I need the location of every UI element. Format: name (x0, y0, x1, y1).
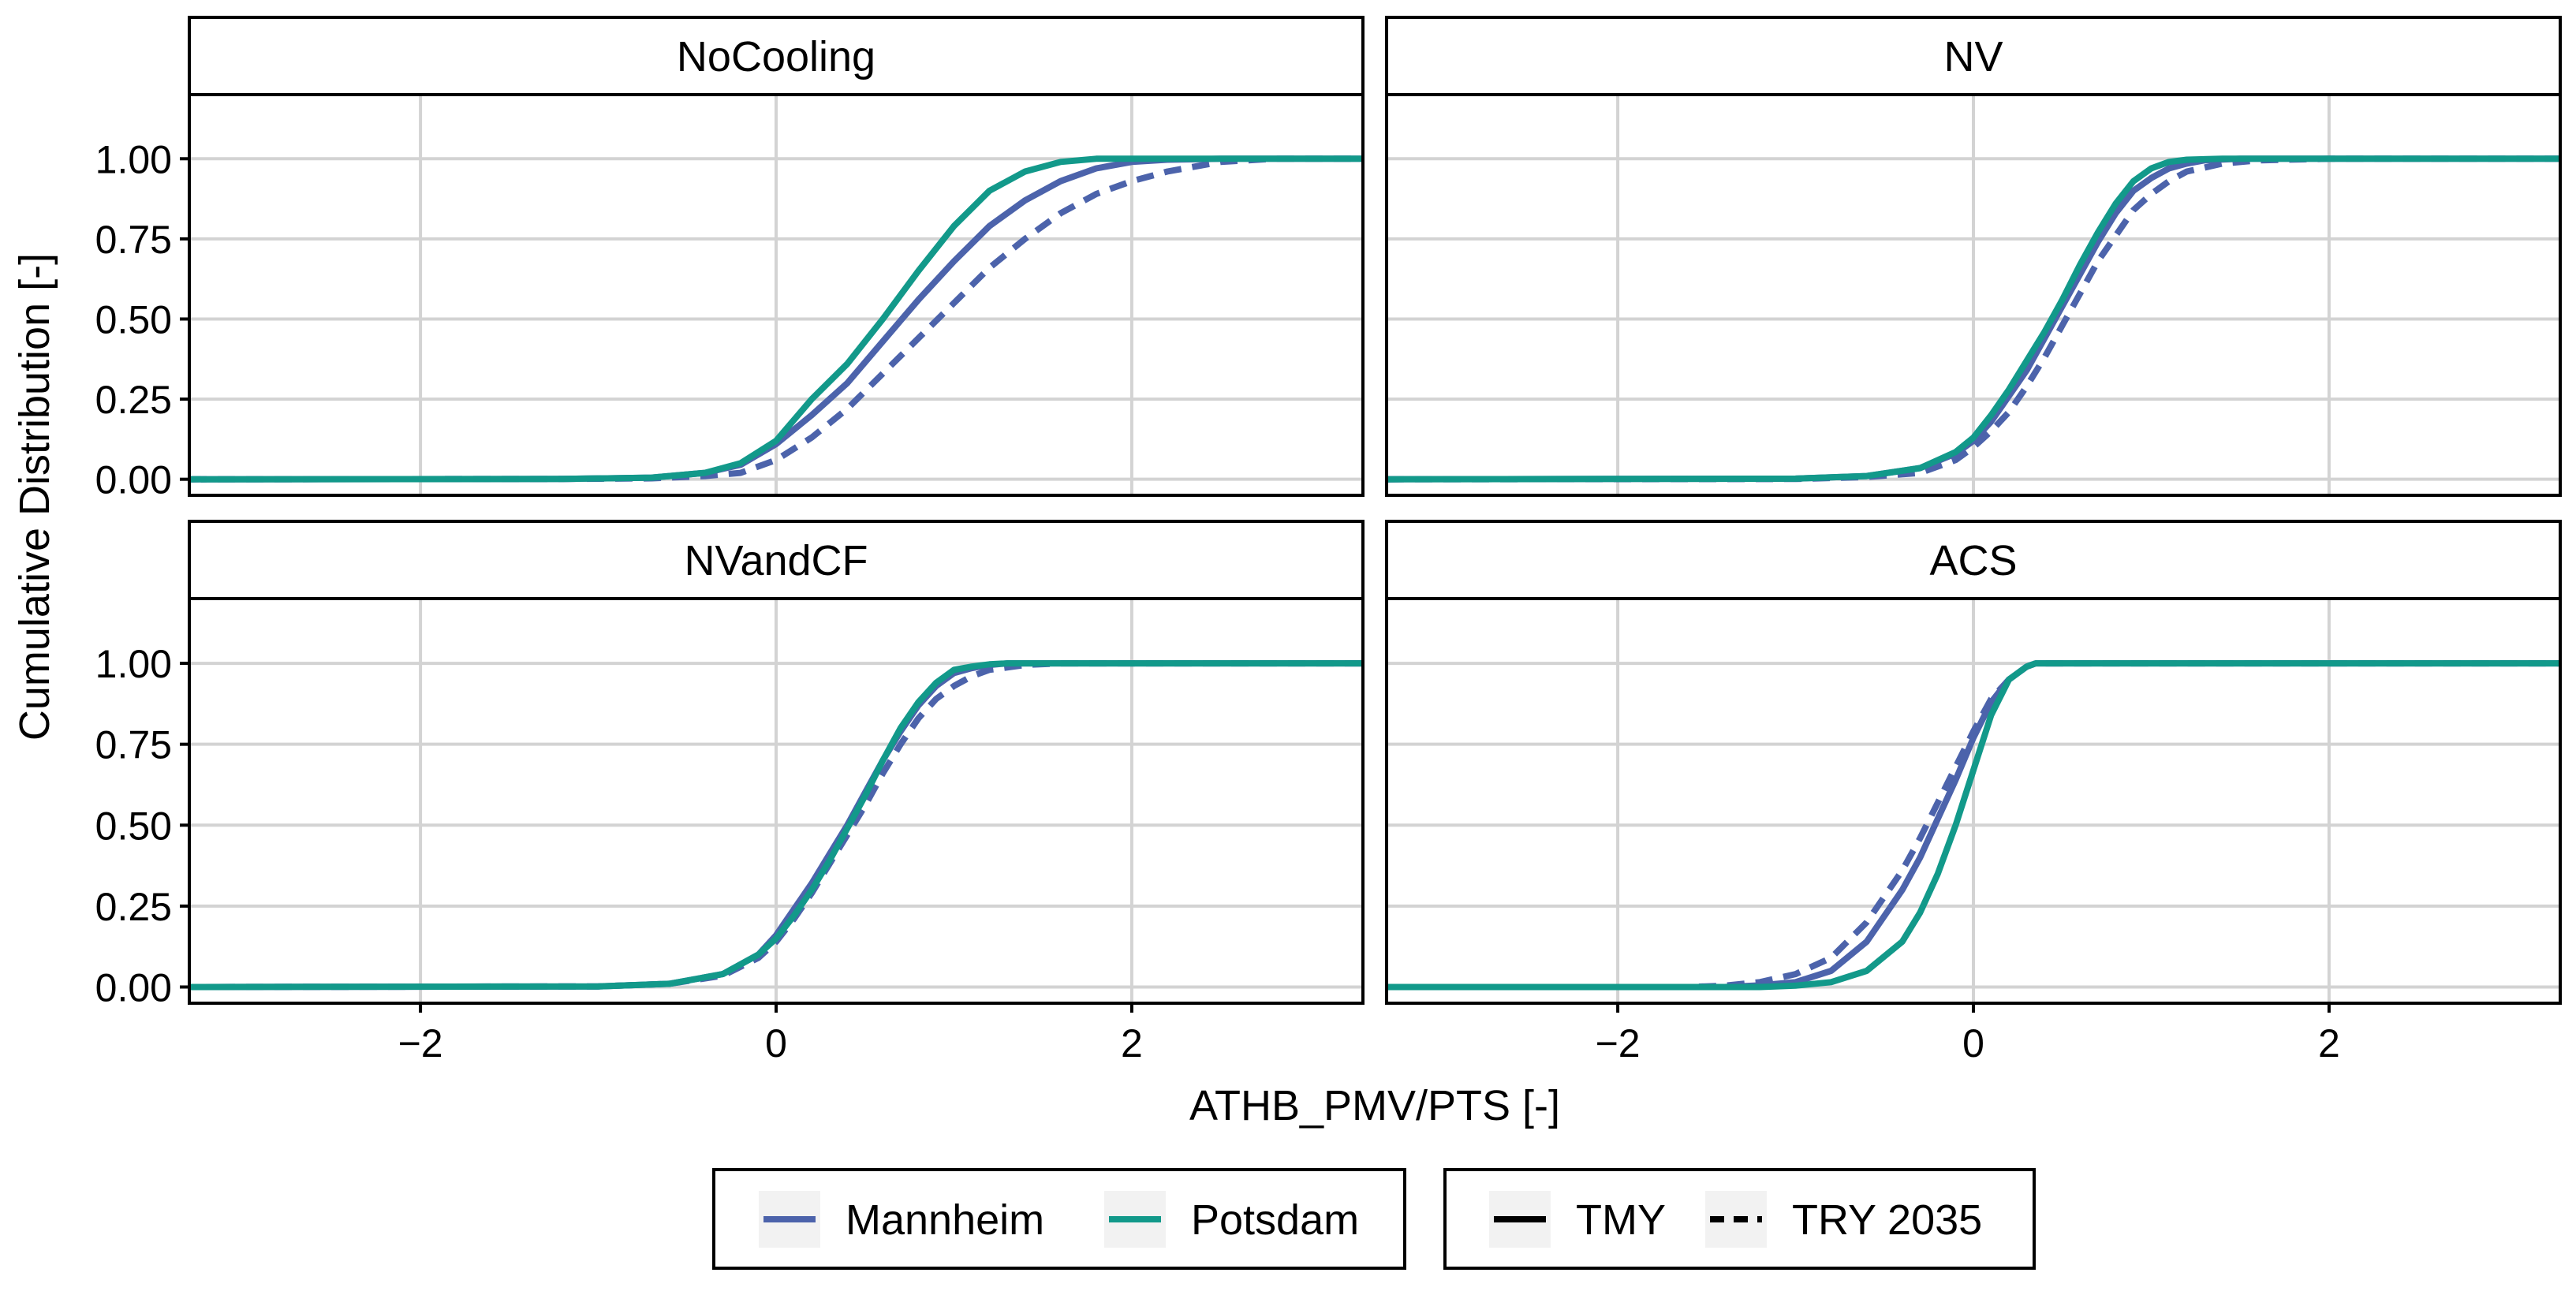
facet-title: ACS (1929, 537, 2017, 584)
facet-title: NV (1943, 33, 2003, 80)
legend-linetype: TMY TRY 2035 (1443, 1168, 2036, 1270)
x-tick-label: −2 (1596, 1021, 1641, 1065)
facet-panel-nv: NV (1385, 16, 2562, 497)
y-tick-label: 1.00 (95, 642, 172, 686)
series-line-potsdam-tmy (1387, 660, 2560, 991)
y-tick-label: 1.00 (95, 137, 172, 181)
y-tick-label: 0.25 (95, 885, 172, 929)
series-line-potsdam-tmy (189, 660, 1363, 991)
series-line-mannheim-try2035 (1387, 660, 2560, 991)
x-tick-label: 0 (765, 1021, 787, 1065)
y-axis-title: Cumulative Distribution [-] (11, 253, 58, 741)
x-tick-label: 2 (1121, 1021, 1143, 1065)
facet-strip (188, 16, 1365, 96)
legend-city: Mannheim Potsdam (712, 1168, 1406, 1270)
series-line-potsdam-tmy (1387, 155, 2560, 483)
x-tick-label: −2 (398, 1021, 443, 1065)
y-tick-label: 0.00 (95, 458, 172, 502)
facet-panel-acs: ACS −2 0 2 (1385, 520, 2562, 1065)
series-line-mannheim-try2035 (189, 155, 1363, 483)
facet-panel-nvandcf: NVandCF 0.00 0.25 0.50 0.75 1.00 −2 0 2 (95, 520, 1365, 1065)
y-tick-label: 0.50 (95, 804, 172, 848)
legend-label-tmy: TMY (1576, 1196, 1666, 1244)
legend-label-try2035: TRY 2035 (1792, 1196, 1982, 1244)
panel-border (188, 93, 1365, 497)
y-tick-label: 0.75 (95, 218, 172, 262)
facet-strip (188, 520, 1365, 600)
y-tick-label: 0.75 (95, 723, 172, 767)
legend-label-mannheim: Mannheim (846, 1196, 1044, 1244)
facet-title: NVandCF (684, 537, 868, 584)
x-tick-label: 0 (1962, 1021, 1984, 1065)
facet-panel-nocooling: NoCooling 0.00 0.25 0.50 0.75 1.00 (95, 16, 1365, 502)
facet-strip (1385, 520, 2562, 600)
series-line-mannheim-try2035 (1387, 155, 2560, 483)
x-axis-title: ATHB_PMV/PTS [-] (1189, 1082, 1560, 1129)
legend-label-potsdam: Potsdam (1191, 1196, 1359, 1244)
series-line-potsdam-tmy (189, 155, 1363, 483)
y-tick-label: 0.00 (95, 965, 172, 1010)
legend: Mannheim Potsdam TMY TRY 2035 (712, 1168, 2036, 1270)
panel-border (1385, 93, 2562, 497)
x-tick-label: 2 (2318, 1021, 2340, 1065)
y-tick-label: 0.50 (95, 297, 172, 341)
facet-title: NoCooling (677, 33, 875, 80)
facet-strip (1385, 16, 2562, 96)
y-tick-label: 0.25 (95, 378, 172, 422)
